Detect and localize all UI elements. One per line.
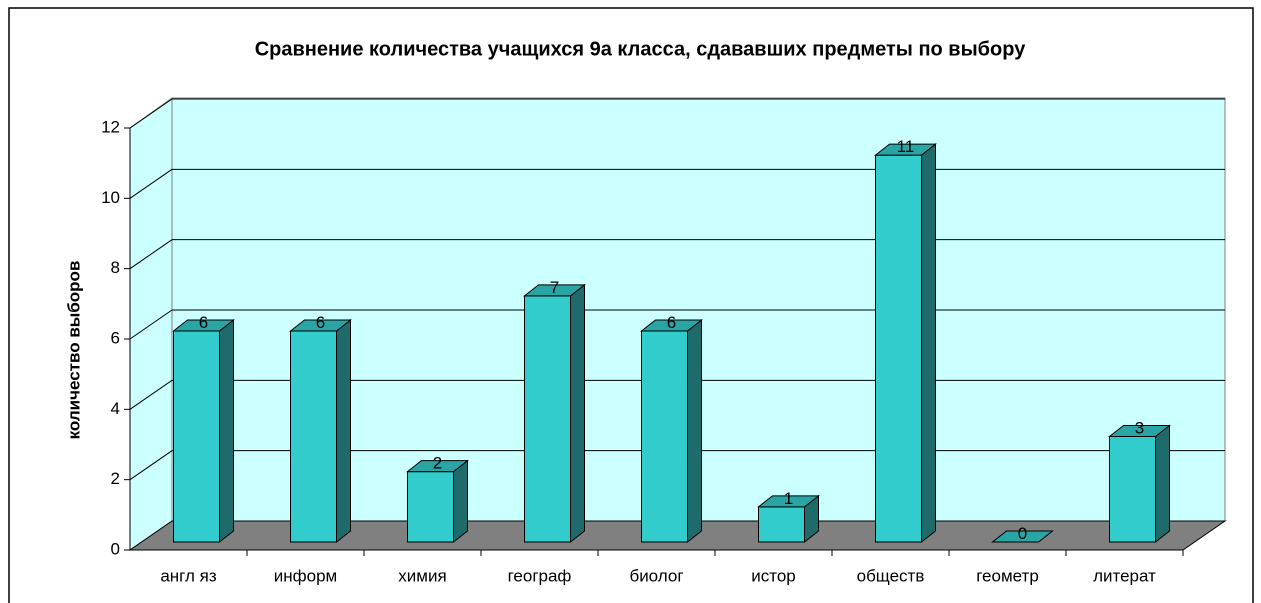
chart-title: Сравнение количества учащихся 9а класса,… bbox=[255, 38, 1027, 60]
data-label: 0 bbox=[1018, 524, 1027, 543]
x-tick-label: биолог bbox=[629, 566, 683, 585]
grid-line bbox=[129, 309, 173, 340]
data-label: 11 bbox=[897, 137, 915, 156]
bar bbox=[758, 506, 805, 543]
x-tick-label: англ яз bbox=[160, 566, 217, 585]
data-label: 6 bbox=[667, 313, 676, 332]
bar-top bbox=[172, 319, 235, 332]
y-axis-label: количество выборов bbox=[64, 261, 83, 440]
x-tick-label: геометр bbox=[976, 566, 1039, 585]
x-tick-label: обществ bbox=[857, 566, 925, 585]
bar-top bbox=[1108, 425, 1171, 437]
bar-side bbox=[687, 318, 702, 544]
y-tick-label: 12 bbox=[101, 117, 120, 136]
bar bbox=[524, 295, 571, 543]
grid-line bbox=[129, 168, 173, 199]
bar-side bbox=[921, 143, 936, 544]
bar bbox=[875, 154, 922, 543]
grid-line bbox=[129, 239, 173, 270]
bar-top bbox=[523, 284, 586, 297]
bar-side bbox=[1155, 424, 1170, 544]
bar bbox=[173, 330, 220, 543]
grid-line bbox=[129, 450, 173, 481]
data-label: 1 bbox=[784, 489, 793, 508]
y-tick-label: 0 bbox=[111, 539, 120, 558]
bar-top bbox=[406, 460, 469, 473]
bar-side bbox=[336, 318, 351, 544]
y-tick-label: 10 bbox=[101, 188, 120, 207]
data-label: 2 bbox=[433, 454, 442, 473]
bar-top bbox=[289, 319, 352, 332]
data-label: 6 bbox=[199, 313, 208, 332]
x-tick-label: географ bbox=[508, 566, 572, 585]
x-tick-label: литерат bbox=[1093, 566, 1156, 585]
y-tick-label: 8 bbox=[111, 258, 120, 277]
bar bbox=[290, 330, 337, 543]
bar-top bbox=[640, 319, 703, 332]
bar bbox=[407, 471, 454, 543]
grid-line bbox=[129, 379, 173, 410]
bar bbox=[641, 330, 688, 543]
bar-top bbox=[874, 143, 937, 156]
y-tick-label: 6 bbox=[111, 328, 120, 347]
bar-side bbox=[570, 283, 585, 544]
grid-line bbox=[129, 98, 173, 129]
data-label: 7 bbox=[550, 278, 559, 297]
x-tick-label: истор bbox=[751, 566, 796, 585]
x-tick-label: химия bbox=[398, 566, 446, 585]
y-tick-label: 4 bbox=[111, 399, 120, 418]
bar-top bbox=[757, 495, 820, 508]
bar-side bbox=[219, 318, 234, 544]
y-tick-label: 2 bbox=[111, 469, 120, 488]
bar bbox=[1109, 436, 1156, 543]
bar-side bbox=[453, 459, 468, 544]
data-label: 6 bbox=[316, 313, 325, 332]
bar-top bbox=[991, 530, 1054, 543]
data-label: 3 bbox=[1135, 418, 1144, 437]
x-tick-label: информ bbox=[274, 566, 337, 585]
